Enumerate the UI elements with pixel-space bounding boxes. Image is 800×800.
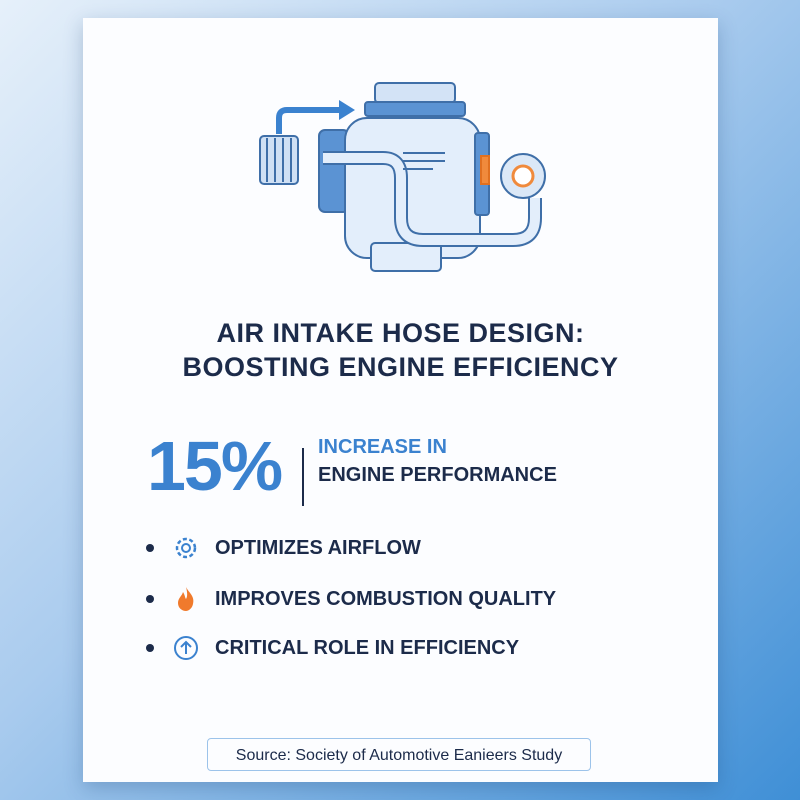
gear-icon xyxy=(175,537,197,559)
stat-label: INCREASE IN xyxy=(318,436,447,458)
bullet-dot xyxy=(146,595,154,603)
bullet-dot xyxy=(146,644,154,652)
bullet-text: CRITICAL ROLE IN EFFICIENCY xyxy=(215,637,520,659)
title-line: BOOSTING ENGINE EFFICIENCY xyxy=(182,352,619,382)
title-line: AIR INTAKE HOSE DESIGN: xyxy=(216,318,585,348)
divider xyxy=(302,448,304,506)
stat-label: ENGINE PERFORMANCE xyxy=(318,464,557,486)
bullet-text: OPTIMIZES AIRFLOW xyxy=(215,537,421,559)
source-note: Source: Society of Automotive Eanieers S… xyxy=(207,738,591,771)
flame-icon xyxy=(178,587,194,611)
arrow-up-icon xyxy=(174,636,198,660)
bullet-dot xyxy=(146,544,154,552)
engine-illustration xyxy=(259,82,546,272)
stat-value: 15% xyxy=(147,427,283,505)
bullet-text: IMPROVES COMBUSTION QUALITY xyxy=(215,588,557,610)
infographic-card: AIR INTAKE HOSE DESIGN: BOOSTING ENGINE … xyxy=(83,18,718,782)
